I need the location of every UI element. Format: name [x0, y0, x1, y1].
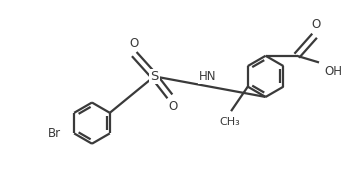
Text: O: O	[311, 18, 320, 31]
Text: HN: HN	[199, 70, 216, 83]
Text: S: S	[150, 70, 158, 83]
Text: OH: OH	[325, 65, 342, 78]
Text: O: O	[130, 37, 139, 50]
Text: Br: Br	[48, 127, 61, 140]
Text: O: O	[169, 100, 178, 113]
Text: CH₃: CH₃	[220, 117, 240, 127]
